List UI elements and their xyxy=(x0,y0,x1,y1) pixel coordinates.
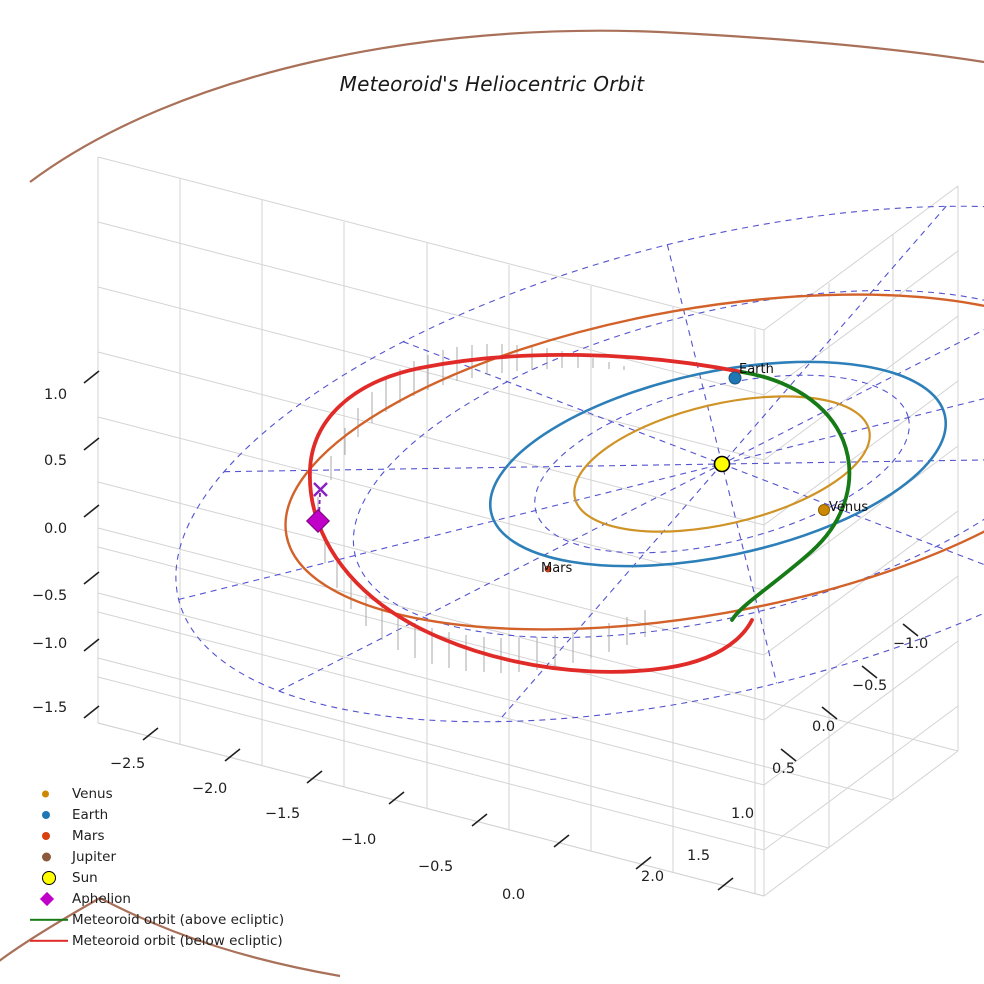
legend-label: Aphelion xyxy=(72,890,131,907)
legend-item-meteoroid-orbit-below-ecliptic[interactable]: Meteoroid orbit (below ecliptic) xyxy=(26,930,298,951)
axes-pane-grid xyxy=(97,156,959,897)
z-axis-tick: 0.5 xyxy=(44,453,68,469)
legend-label: Meteoroid orbit (above ecliptic) xyxy=(72,911,285,928)
z-axis-tick: 0.0 xyxy=(44,521,68,537)
page-title: Meteoroid's Heliocentric Orbit xyxy=(339,72,645,96)
body-label-mars: Mars xyxy=(541,561,573,576)
z-axis-tick: −1.5 xyxy=(32,700,68,716)
body-label-earth: Earth xyxy=(739,362,774,377)
legend-item-jupiter[interactable]: Jupiter xyxy=(26,846,298,867)
axis-ticks xyxy=(83,370,919,891)
legend-dot-icon xyxy=(42,831,50,840)
legend-label: Sun xyxy=(72,869,98,886)
earth-orbit xyxy=(488,360,948,568)
sun-marker xyxy=(713,455,731,473)
aphelion-group xyxy=(305,482,331,534)
x-axis-tick: 2.0 xyxy=(641,869,665,885)
y-axis-tick: −1.0 xyxy=(893,636,929,652)
legend-key-dot xyxy=(26,867,72,888)
y-axis-tick: 0.5 xyxy=(772,761,796,777)
legend-key-dot xyxy=(26,825,72,846)
legend-item-mars[interactable]: Mars xyxy=(26,825,298,846)
x-axis-tick: 1.0 xyxy=(731,806,755,822)
earth-marker xyxy=(728,371,742,385)
body-label-venus: Venus xyxy=(829,500,869,515)
x-axis-tick: 1.5 xyxy=(687,848,711,864)
legend-item-earth[interactable]: Earth xyxy=(26,804,298,825)
legend-key-diamond xyxy=(26,888,72,909)
legend-dot-icon xyxy=(42,810,50,819)
legend-key-dot xyxy=(26,783,72,804)
left-pane-grid xyxy=(97,156,765,897)
legend: Venus Earth Mars Jupiter Sun Aphelion Meteoroi… xyxy=(26,783,298,951)
legend-item-meteoroid-orbit-above-ecliptic[interactable]: Meteoroid orbit (above ecliptic) xyxy=(26,909,298,930)
x-axis-tick: −2.0 xyxy=(192,781,228,797)
legend-key-line xyxy=(26,930,72,951)
legend-label: Earth xyxy=(72,806,109,823)
x-axis-tick: −0.5 xyxy=(418,859,454,875)
right-pane-grid xyxy=(763,185,959,897)
legend-label: Venus xyxy=(72,785,113,802)
x-axis-tick: −2.5 xyxy=(110,756,146,772)
legend-dot-icon xyxy=(42,790,49,797)
legend-dot-icon xyxy=(42,870,56,885)
x-axis-tick: −1.0 xyxy=(341,832,377,848)
legend-item-aphelion[interactable]: Aphelion xyxy=(26,888,298,909)
legend-item-venus[interactable]: Venus xyxy=(26,783,298,804)
legend-key-dot xyxy=(26,846,72,867)
legend-item-sun[interactable]: Sun xyxy=(26,867,298,888)
aphelion-projection-cross xyxy=(313,482,328,497)
x-axis-tick: −1.5 xyxy=(265,806,301,822)
meteoroid-orbit-above xyxy=(730,370,852,622)
venus-orbit xyxy=(573,395,871,533)
legend-label: Jupiter xyxy=(72,848,117,865)
y-axis-tick: 0.0 xyxy=(812,719,836,735)
legend-label: Mars xyxy=(72,827,105,844)
mars-orbit xyxy=(284,293,984,631)
legend-key-line xyxy=(26,909,72,930)
legend-dot-icon xyxy=(42,852,51,861)
orbit-drop-lines xyxy=(317,344,646,673)
legend-diamond-icon xyxy=(39,891,55,906)
z-axis-tick: −1.0 xyxy=(32,636,68,652)
legend-label: Meteoroid orbit (below ecliptic) xyxy=(72,932,283,949)
legend-line-icon xyxy=(30,918,68,921)
aphelion-diamond-marker xyxy=(305,508,331,534)
z-axis-tick: 1.0 xyxy=(44,387,68,403)
legend-key-dot xyxy=(26,804,72,825)
legend-line-icon xyxy=(30,939,68,942)
x-axis-tick: 0.0 xyxy=(502,887,526,903)
mars-marker xyxy=(544,565,552,573)
venus-marker xyxy=(818,504,830,516)
y-axis-tick: −0.5 xyxy=(852,678,888,694)
meteoroid-orbit-below xyxy=(308,352,754,674)
z-axis-tick: −0.5 xyxy=(32,588,68,604)
